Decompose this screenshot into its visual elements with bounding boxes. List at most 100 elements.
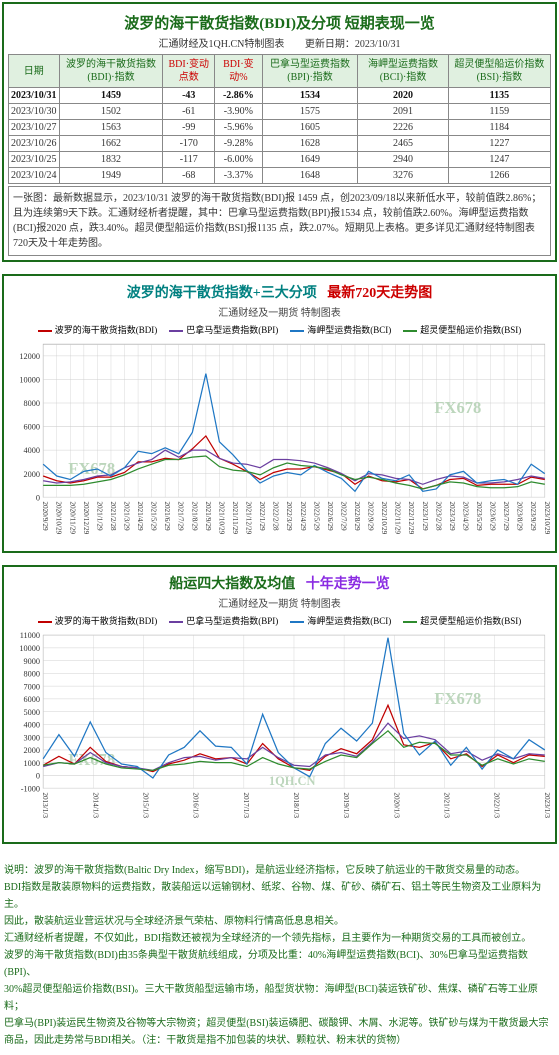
footnote-line: 巴拿马(BPI)装运民生物资及谷物等大宗物资；超灵便型(BSI)装运磷肥、碳酸钾… (4, 1015, 555, 1032)
table-row: 2023/10/271563-99-5.96%160522261184 (9, 120, 551, 136)
col-header: BDI·变动点数 (163, 55, 215, 88)
svg-text:2023/8/29: 2023/8/29 (516, 501, 524, 531)
footnote-line: 因此，散装航运业营运状况与全球经济景气荣枯、原物料行情高低息息相关。 (4, 913, 555, 930)
cell: 1648 (262, 168, 358, 184)
svg-text:2022/9/29: 2022/9/29 (367, 501, 375, 531)
footnote-line: 说明：波罗的海干散货指数(Baltic Dry Index，缩写BDI)，是航运… (4, 862, 555, 879)
cell: 2023/10/27 (9, 120, 60, 136)
table-row: 2023/10/311459-43-2.86%153420201135 (9, 88, 551, 104)
cell: -3.90% (215, 104, 263, 120)
legend-item: 巴拿马型运费指数(BPI) (169, 616, 278, 626)
main-title: 波罗的海干散货指数(BDI)及分项 短期表现一览 (8, 8, 551, 35)
cell: 2465 (358, 136, 448, 152)
svg-text:2021/2/28: 2021/2/28 (109, 501, 117, 531)
svg-text:9000: 9000 (24, 657, 41, 666)
svg-text:2015/1/3: 2015/1/3 (142, 792, 150, 818)
chart1-legend: 波罗的海干散货指数(BDI)巴拿马型运费指数(BPI)海岬型运费指数(BCI)超… (8, 321, 551, 340)
svg-text:2023/5/29: 2023/5/29 (475, 501, 483, 531)
legend-item: 波罗的海干散货指数(BDI) (38, 616, 158, 626)
svg-text:2021/11/29: 2021/11/29 (231, 501, 239, 534)
cell: -2.86% (215, 88, 263, 104)
cell: 1135 (448, 88, 550, 104)
cell: -68 (163, 168, 215, 184)
chart2-box: 船运四大指数及均值 十年走势一览 汇通财经及一期货 特制图表 波罗的海干散货指数… (2, 565, 557, 844)
svg-text:2021/7/29: 2021/7/29 (177, 501, 185, 531)
col-header: 超灵便型船运价指数(BSI)·指数 (448, 55, 550, 88)
cell: 2023/10/30 (9, 104, 60, 120)
svg-text:2023/6/29: 2023/6/29 (489, 501, 497, 531)
cell: 1575 (262, 104, 358, 120)
svg-text:2020/1/3: 2020/1/3 (392, 792, 400, 818)
svg-text:2020/11/29: 2020/11/29 (68, 501, 76, 534)
svg-text:2022/12/29: 2022/12/29 (407, 501, 415, 534)
chart1-svg: 0200040006000800010000120002020/9/292020… (8, 340, 551, 547)
svg-text:2021/1/3: 2021/1/3 (442, 792, 450, 818)
chart1-title-right: 最新720天走势图 (327, 286, 432, 301)
footnote-line: 30%超灵便型船运价指数(BSI)。三大干散货船型运输市场，船型货状物：海岬型(… (4, 981, 555, 1015)
chart2-title-right: 十年走势一览 (306, 577, 390, 592)
svg-text:6000: 6000 (24, 695, 41, 704)
legend-item: 波罗的海干散货指数(BDI) (38, 325, 158, 335)
svg-text:12000: 12000 (19, 352, 40, 361)
svg-text:2022/10/29: 2022/10/29 (380, 501, 388, 534)
table-row: 2023/10/251832-117-6.00%164929401247 (9, 152, 551, 168)
cell: 2020 (358, 88, 448, 104)
svg-text:2022/8/29: 2022/8/29 (353, 501, 361, 531)
svg-text:0: 0 (36, 771, 40, 780)
svg-text:2021/6/29: 2021/6/29 (163, 501, 171, 531)
svg-text:2018/1/3: 2018/1/3 (292, 792, 300, 818)
col-header: 巴拿马型运费指数(BPI)·指数 (262, 55, 358, 88)
footnote-line: 商品，因此走势常与BDI相关。（注：干散货是指不加包装的块状、颗粒状、粉末状的货… (4, 1032, 555, 1049)
svg-text:10000: 10000 (19, 376, 40, 385)
svg-text:2023/1/3: 2023/1/3 (543, 792, 551, 818)
chart2-svg: -100001000200030004000500060007000800090… (8, 631, 551, 838)
chart2-legend: 波罗的海干散货指数(BDI)巴拿马型运费指数(BPI)海岬型运费指数(BCI)超… (8, 612, 551, 631)
top-section: 波罗的海干散货指数(BDI)及分项 短期表现一览 汇通财经及1QH.CN特制图表… (2, 2, 557, 262)
chart1-title: 波罗的海干散货指数+三大分项 最新720天走势图 (8, 280, 551, 304)
svg-text:2000: 2000 (24, 470, 41, 479)
cell: 3276 (358, 168, 448, 184)
svg-text:2022/3/29: 2022/3/29 (285, 501, 293, 531)
footnote-line: 波罗的海干散货指数(BDI)由35条典型干散货航线组成，分项及比重：40%海岬型… (4, 947, 555, 981)
cell: 1628 (262, 136, 358, 152)
footnotes: 说明：波罗的海干散货指数(Baltic Dry Index，缩写BDI)，是航运… (0, 856, 559, 1055)
cell: 1949 (59, 168, 163, 184)
cell: -117 (163, 152, 215, 168)
svg-text:2022/4/29: 2022/4/29 (299, 501, 307, 531)
svg-text:2013/1/3: 2013/1/3 (41, 792, 49, 818)
svg-text:2021/5/29: 2021/5/29 (150, 501, 158, 531)
svg-text:6000: 6000 (24, 423, 41, 432)
cell: 1247 (448, 152, 550, 168)
col-header: 波罗的海干散货指数(BDI)·指数 (59, 55, 163, 88)
svg-text:0: 0 (36, 493, 40, 502)
legend-item: 超灵便型船运价指数(BSI) (403, 616, 521, 626)
svg-text:2016/1/3: 2016/1/3 (192, 792, 200, 818)
cell: -99 (163, 120, 215, 136)
cell: 2023/10/25 (9, 152, 60, 168)
chart2-subtitle: 汇通财经及一期货 特制图表 (8, 595, 551, 612)
cell: -61 (163, 104, 215, 120)
cell: 1459 (59, 88, 163, 104)
svg-text:2020/10/29: 2020/10/29 (55, 501, 63, 534)
cell: 1662 (59, 136, 163, 152)
cell: -3.37% (215, 168, 263, 184)
cell: 1563 (59, 120, 163, 136)
cell: 2023/10/24 (9, 168, 60, 184)
chart2-title: 船运四大指数及均值 十年走势一览 (8, 571, 551, 595)
svg-text:FX678: FX678 (434, 689, 481, 708)
svg-text:2000: 2000 (24, 746, 41, 755)
chart1-box: 波罗的海干散货指数+三大分项 最新720天走势图 汇通财经及一期货 特制图表 波… (2, 274, 557, 553)
svg-text:8000: 8000 (24, 399, 41, 408)
cell: -6.00% (215, 152, 263, 168)
svg-text:10000: 10000 (19, 644, 40, 653)
svg-text:2022/11/29: 2022/11/29 (394, 501, 402, 534)
table-caption: 一张图：最新数据显示，2023/10/31 波罗的海干散货指数(BDI)报 14… (8, 186, 551, 256)
svg-text:5000: 5000 (24, 708, 41, 717)
svg-text:3000: 3000 (24, 733, 41, 742)
svg-text:2022/1/3: 2022/1/3 (493, 792, 501, 818)
table-row: 2023/10/241949-68-3.37%164832761266 (9, 168, 551, 184)
svg-text:4000: 4000 (24, 720, 41, 729)
svg-text:2022/6/29: 2022/6/29 (326, 501, 334, 531)
cell: 2940 (358, 152, 448, 168)
svg-text:2023/10/29: 2023/10/29 (543, 501, 551, 534)
